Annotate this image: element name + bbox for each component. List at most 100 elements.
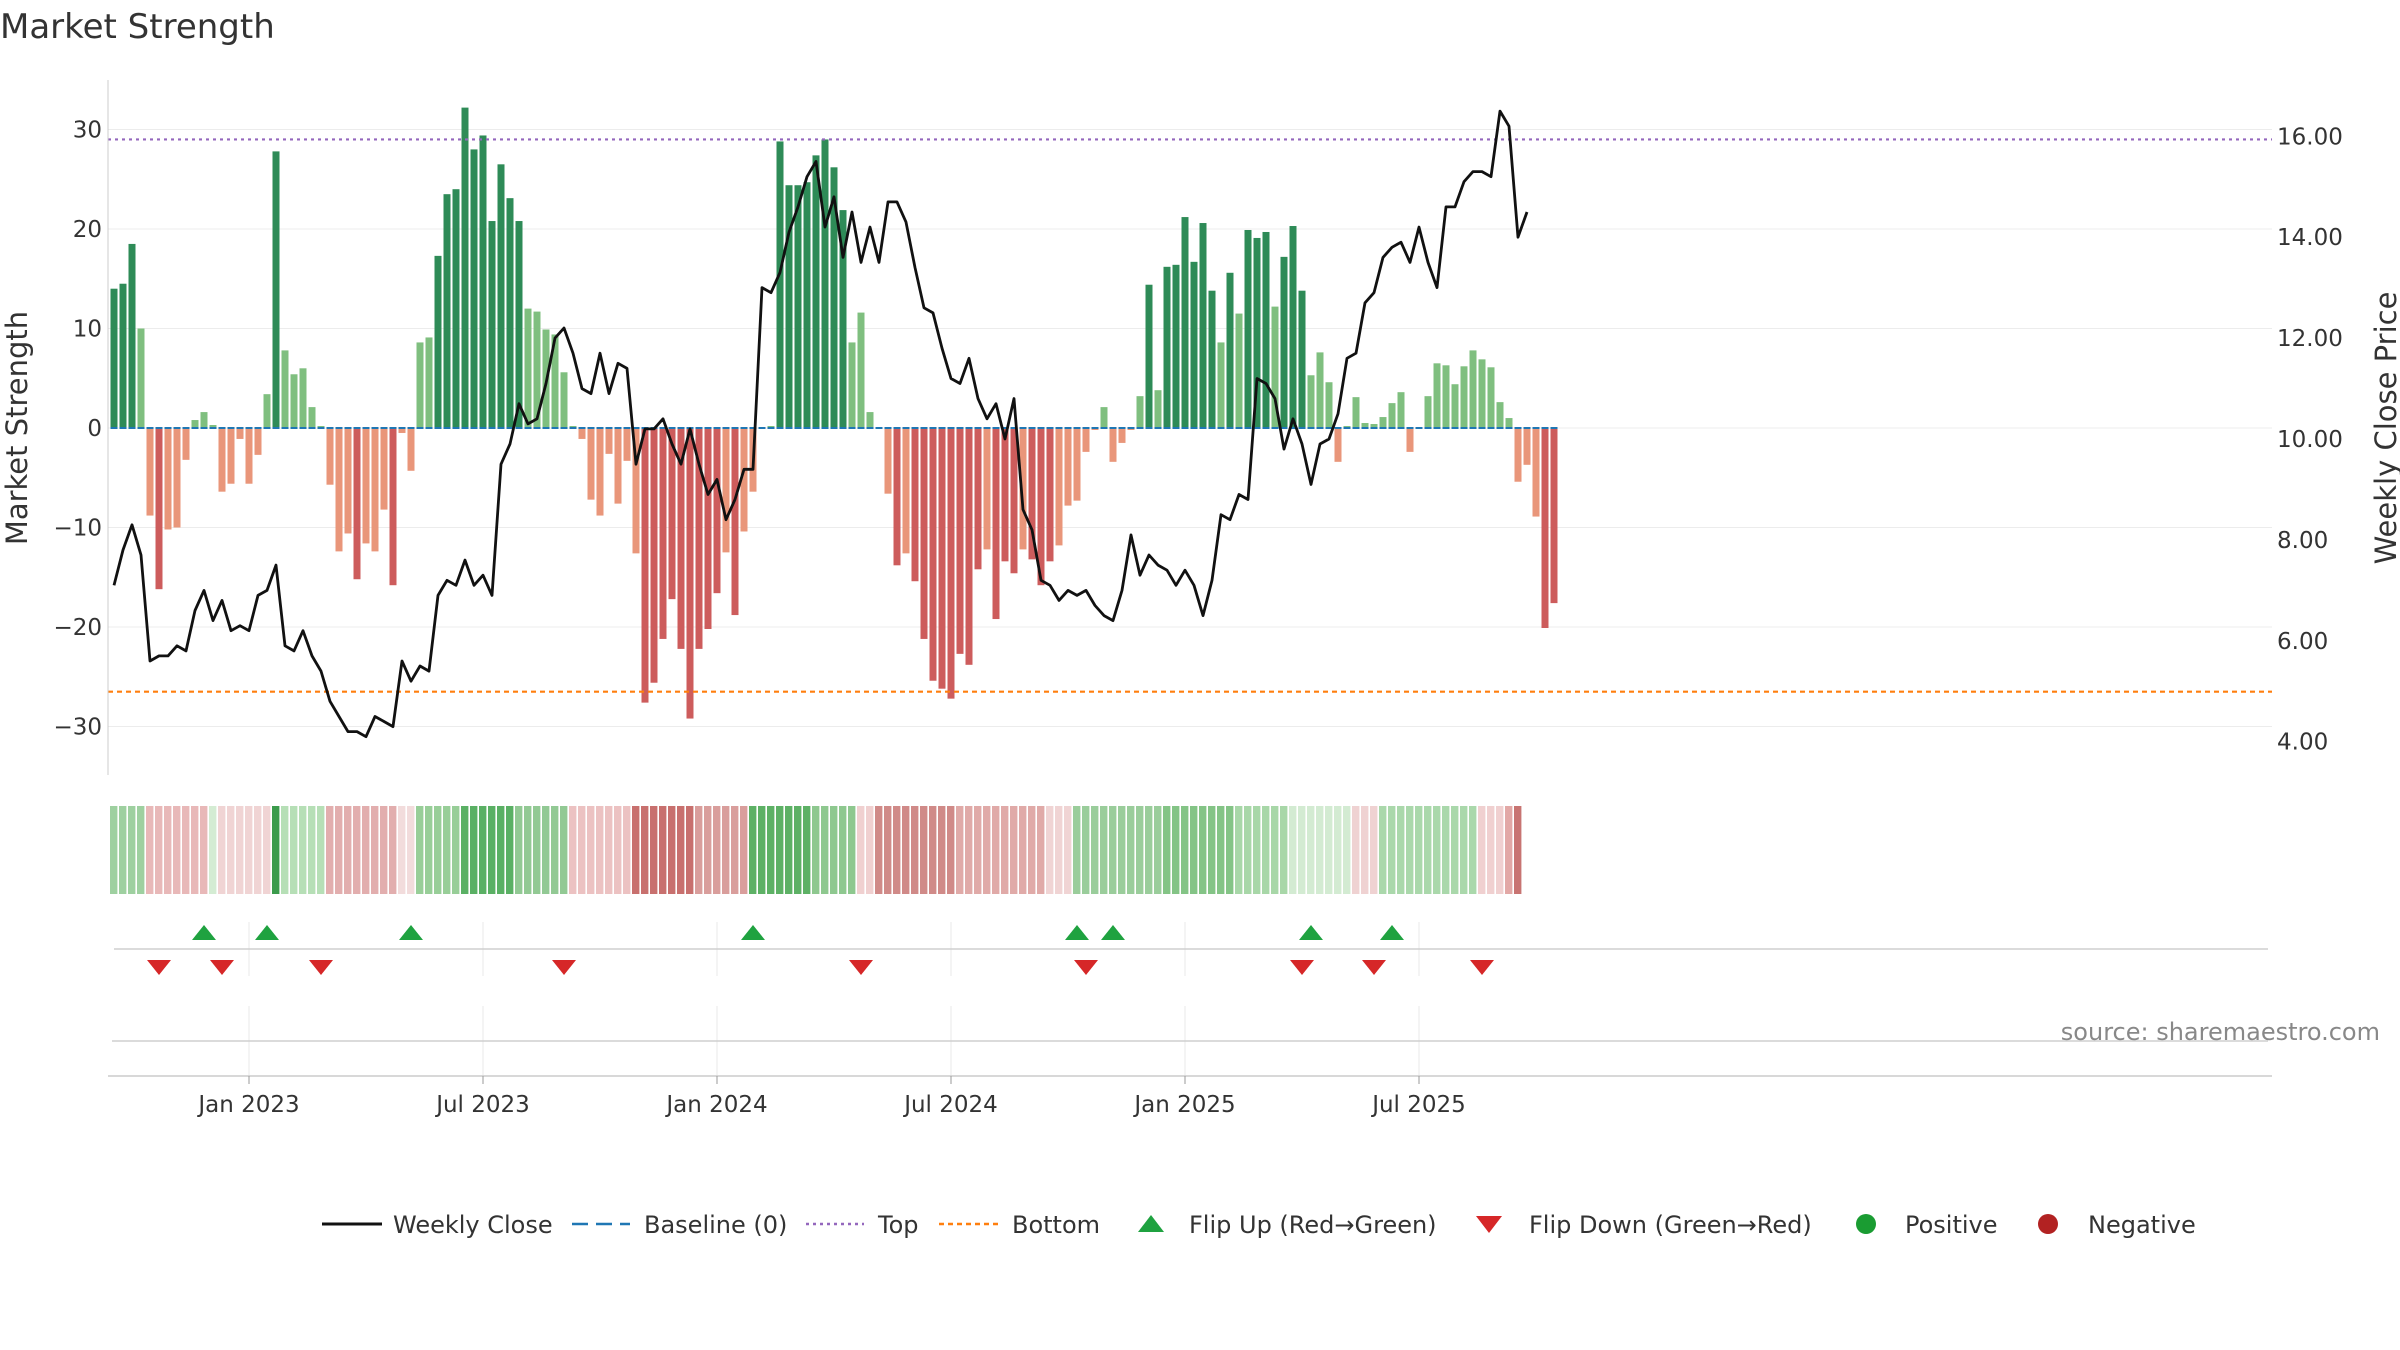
heat-cell [299,806,307,894]
strength-bar [146,428,154,516]
strength-bar [1208,290,1216,428]
heat-cell [929,806,937,894]
strength-bar [1334,428,1342,462]
heat-cell [569,806,577,894]
heat-cell [704,806,712,894]
y-left-tick-label: −30 [53,715,102,741]
heat-cell [902,806,910,894]
heat-cell [1379,806,1387,894]
strength-bar [812,155,820,428]
heat-strip [110,806,1522,894]
y-left-tick-label: −20 [53,615,102,641]
chart-title: Market Strength [0,7,275,47]
heat-cell [560,806,568,894]
heat-cell [1514,806,1522,894]
heat-cell [290,806,298,894]
strength-bar [1370,424,1378,428]
heat-cell [164,806,172,894]
y-axis-left-title: Market Strength [0,311,34,545]
strength-bar [605,428,613,454]
heat-cell [758,806,766,894]
strength-bar [434,255,442,428]
heat-cell [1496,806,1504,894]
flip-down-marker [849,960,873,975]
heat-cell [1388,806,1396,894]
strength-bar [1469,350,1477,428]
y-right-tick-label: 12.00 [2277,326,2343,352]
heat-cell [884,806,892,894]
strength-bar [335,428,343,552]
heat-cell [344,806,352,894]
strength-bar [1253,237,1261,428]
flip-up-marker [1299,925,1323,940]
y-axis-right-title: Weekly Close Price [2369,292,2400,565]
heat-cell [551,806,559,894]
source-label: source: sharemaestro.com [2061,1018,2380,1046]
strength-bar [1199,223,1207,428]
strength-bar [1010,428,1018,574]
strength-bar [821,139,829,428]
heat-cell [803,806,811,894]
heat-cell [1244,806,1252,894]
heat-cell [1478,806,1486,894]
heat-cell [1199,806,1207,894]
strength-bar [1001,428,1009,562]
flip-down-marker [1290,960,1314,975]
strength-bar [308,407,316,428]
heat-cell [1262,806,1270,894]
strength-bar [416,342,424,428]
heat-cell [461,806,469,894]
strength-bar [1037,428,1045,586]
flip-up-marker [1101,925,1125,940]
heat-cell [1100,806,1108,894]
heat-cell [155,806,163,894]
heat-cell [659,806,667,894]
strength-bar [1433,363,1441,428]
strength-bar [947,428,955,699]
strength-bar [974,428,982,570]
heat-cell [776,806,784,894]
heat-cell [1361,806,1369,894]
heat-cell [407,806,415,894]
strength-bar [857,312,865,428]
heat-cell [641,806,649,894]
strength-bar [209,425,217,428]
x-tick-label: Jul 2023 [434,1092,530,1118]
strength-bar [992,428,1000,620]
legend-swatch-flip-up [1138,1215,1164,1232]
heat-cell [254,806,262,894]
strength-bar [1217,342,1225,428]
legend-swatch-positive [1856,1214,1876,1234]
strength-bar [1028,428,1036,560]
legend-label: Flip Up (Red→Green) [1189,1211,1437,1239]
heat-cell [416,806,424,894]
heat-cell [668,806,676,894]
strength-bar [983,428,991,550]
legend-swatch-flip-down [1476,1216,1502,1233]
strength-bar [596,428,604,516]
heat-cell [1352,806,1360,894]
strength-bar [1145,284,1153,428]
heat-cell [110,806,118,894]
heat-cell [209,806,217,894]
heat-cell [1028,806,1036,894]
heat-cell [1289,806,1297,894]
heat-cell [1424,806,1432,894]
strength-bar [1532,428,1540,517]
x-tick-label: Jul 2024 [902,1092,998,1118]
flip-up-marker [192,925,216,940]
strength-bar [281,350,289,428]
strength-bar [650,428,658,683]
heat-cell [686,806,694,894]
strength-bar [1298,290,1306,428]
strength-bar [587,428,595,500]
strength-bar [1550,428,1558,604]
heat-cell [866,806,874,894]
heat-cell [740,806,748,894]
strength-bar [443,194,451,428]
heat-cell [578,806,586,894]
strength-bar [218,428,226,492]
heat-cell [974,806,982,894]
strength-bar [1451,384,1459,428]
heat-cell [749,806,757,894]
